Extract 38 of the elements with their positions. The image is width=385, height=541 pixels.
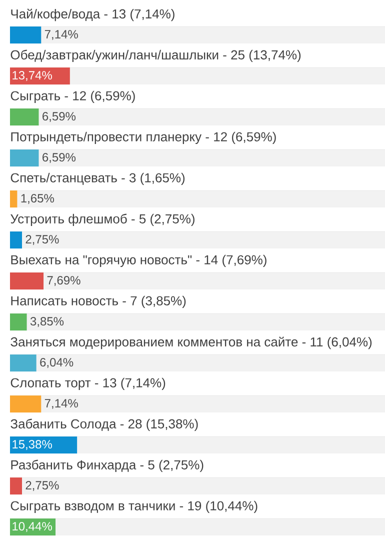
data-label: 3,85% <box>30 317 64 327</box>
data-label: 13,74% <box>12 71 52 81</box>
bar <box>10 190 18 208</box>
y-tick-label: Заняться модерированием комментов на сайте - 11 (6,04%) <box>10 336 372 350</box>
data-label: 6,59% <box>42 112 76 122</box>
data-label: 7,69% <box>47 276 80 286</box>
data-label: 1,65% <box>21 194 54 204</box>
bar <box>10 396 42 413</box>
bar <box>10 68 70 84</box>
data-label: 10,44% <box>12 522 52 532</box>
data-label: 2,75% <box>26 235 59 245</box>
data-label: 7,14% <box>44 30 78 40</box>
bar <box>10 150 39 166</box>
bar <box>10 108 39 126</box>
bar <box>10 272 44 290</box>
data-label: 7,14% <box>44 399 78 409</box>
data-label: 6,04% <box>40 358 74 368</box>
data-label: 15,38% <box>12 440 52 450</box>
bar <box>10 26 42 44</box>
y-tick-label: Чай/кофе/вода - 13 (7,14%) <box>11 8 174 22</box>
data-label: 6,59% <box>42 153 76 163</box>
y-tick-label: Спеть/станцевать - 3 (1,65%) <box>10 172 185 185</box>
y-tick-label: Написать новость - 7 (3,85%) <box>11 296 186 308</box>
bar <box>10 354 36 372</box>
y-tick-label: Сыграть - 12 (6,59%) <box>10 90 135 103</box>
bar <box>10 436 78 454</box>
bar <box>10 314 27 331</box>
bar <box>10 478 22 495</box>
y-tick-label: Обед/завтрак/ужин/ланч/шашлыки - 25 (13,74%) <box>10 50 301 62</box>
y-tick-label: Забанить Солода - 28 (15,38%) <box>10 418 198 432</box>
y-tick-label: Сыграть взводом в танчики - 19 (10,44%) <box>10 500 258 513</box>
bar <box>10 232 22 249</box>
y-tick-label: Выехать на "горячую новость" - 14 (7,69%) <box>11 254 266 267</box>
y-tick-label: Разбанить Финхарда - 5 (2,75%) <box>11 460 204 472</box>
y-tick-label: Слопать торт - 13 (7,14%) <box>10 378 166 390</box>
y-tick-label: Устроить флешмоб - 5 (2,75%) <box>10 214 194 226</box>
y-tick-label: Потрындеть/провести планерку - 12 (6,59%) <box>11 132 276 144</box>
data-label: 2,75% <box>26 481 59 491</box>
